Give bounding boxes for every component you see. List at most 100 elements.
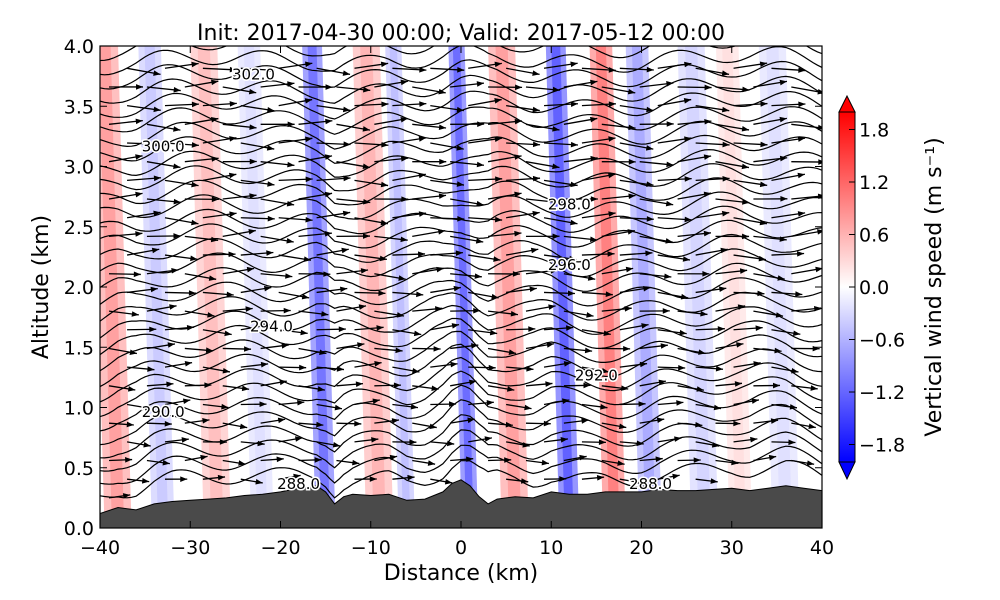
wind-arrowhead [396, 312, 405, 318]
wind-arrowhead [774, 347, 782, 354]
wind-arrowhead [641, 323, 649, 329]
wind-arrowhead [584, 347, 593, 354]
colorbar-tick-label: 0.0 [859, 277, 889, 299]
wind-arrowhead [245, 306, 253, 312]
wind-arrowhead [798, 101, 806, 108]
wind-arrowhead [520, 478, 529, 484]
wind-arrowhead [283, 307, 291, 314]
wind-arrowhead [416, 291, 424, 298]
wind-arrowhead [715, 365, 724, 372]
wind-arrowhead [228, 172, 237, 179]
isentrope-line [100, 399, 822, 446]
wind-arrowhead [438, 88, 446, 95]
w-band-core [722, 46, 746, 528]
wind-arrowhead [643, 285, 651, 292]
wind-arrowhead [620, 385, 629, 391]
colorbar-tick-label: 0.6 [859, 225, 889, 247]
isentrope-line [100, 74, 822, 104]
y-axis: 0.0 0.5 1.0 1.5 2.0 2.5 3.0 3.5 4.0 [64, 36, 822, 540]
wind-arrowhead [674, 436, 682, 442]
w-band-core [452, 46, 474, 528]
wind-arrowhead [391, 418, 400, 424]
colorbar-tick-label: −0.6 [859, 330, 905, 352]
wind-arrowhead [589, 116, 598, 123]
wind-arrowhead [722, 175, 730, 182]
x-tick-label: 30 [720, 537, 744, 559]
wind-arrowhead [550, 268, 558, 274]
wind-arrowhead [704, 118, 712, 125]
wind-arrowhead [219, 439, 227, 445]
wind-arrowhead [241, 385, 250, 392]
wind-arrowhead [751, 398, 759, 404]
wind-arrowhead [304, 61, 313, 68]
wind-arrowhead [759, 61, 768, 67]
wind-arrowhead [638, 401, 646, 407]
w-band-core [389, 46, 411, 528]
wind-arrowhead [665, 238, 673, 244]
colorbar-label: Vertical wind speed (m s⁻¹) [922, 137, 947, 436]
wind-arrowhead [125, 457, 133, 463]
wind-arrowhead [324, 191, 333, 198]
wind-arrowhead [135, 191, 143, 198]
wind-arrowhead [173, 198, 181, 205]
wind-arrowhead [246, 266, 255, 273]
isentrope-line [100, 317, 822, 356]
wind-arrowhead [418, 136, 427, 142]
wind-arrowhead [813, 305, 822, 312]
isentrope-line [100, 134, 822, 164]
y-tick-label: 2.5 [64, 217, 94, 239]
wind-arrowhead [126, 421, 134, 428]
wind-arrowhead [149, 326, 157, 333]
wind-arrowhead [267, 215, 275, 222]
wind-arrowhead [410, 403, 418, 410]
wind-arrowhead [476, 81, 484, 87]
wind-arrowhead [352, 459, 360, 466]
isentrope-line [100, 370, 822, 418]
isentrope-line [100, 120, 822, 150]
wind-arrowhead [617, 460, 625, 466]
x-tick-label: 0 [455, 537, 467, 559]
wind-arrowhead [153, 210, 161, 217]
wind-arrowhead [587, 275, 596, 281]
wind-arrowhead [618, 423, 627, 430]
wind-arrowhead [563, 361, 572, 367]
wind-arrowhead [506, 386, 515, 392]
wind-arrowhead [561, 398, 570, 404]
wind-arrowhead [453, 285, 461, 292]
wind-arrowhead [166, 381, 174, 388]
wind-arrowhead [259, 401, 267, 408]
wind-arrowhead [810, 385, 818, 391]
wind-arrowhead [494, 61, 502, 68]
wind-arrowhead [552, 199, 560, 205]
wind-arrowhead [546, 342, 554, 348]
wind-arrowhead [456, 106, 464, 113]
wind-arrowhead [151, 247, 160, 254]
x-axis-label: Distance (km) [384, 561, 539, 586]
x-tick-label: −40 [80, 537, 120, 559]
wind-arrowhead [703, 230, 711, 237]
wind-arrowhead [303, 256, 311, 262]
wind-arrowhead [444, 478, 453, 485]
wind-arrowhead [796, 251, 805, 257]
wind-arrowhead [305, 176, 313, 183]
wind-arrowhead [228, 251, 236, 258]
wind-arrowhead [297, 399, 305, 406]
wind-arrowhead [797, 136, 806, 142]
wind-arrowhead [645, 145, 654, 151]
wind-arrowhead [476, 161, 484, 168]
wind-arrowhead [792, 330, 801, 336]
wind-arrowhead [427, 460, 436, 466]
isentrope-line [100, 248, 822, 278]
wind-arrowhead [607, 251, 615, 257]
wind-arrowhead [494, 136, 502, 142]
wind-arrowhead [678, 364, 686, 371]
wind-arrowhead [248, 229, 256, 235]
wind-arrowhead [696, 386, 704, 392]
wind-arrowhead [210, 116, 219, 123]
wind-arrowhead [418, 172, 426, 179]
wind-arrowhead [720, 247, 728, 254]
wind-arrowhead [721, 106, 730, 113]
isentrope-line [100, 277, 822, 307]
wind-arrowhead [456, 181, 464, 187]
wind-arrowhead [433, 346, 441, 352]
